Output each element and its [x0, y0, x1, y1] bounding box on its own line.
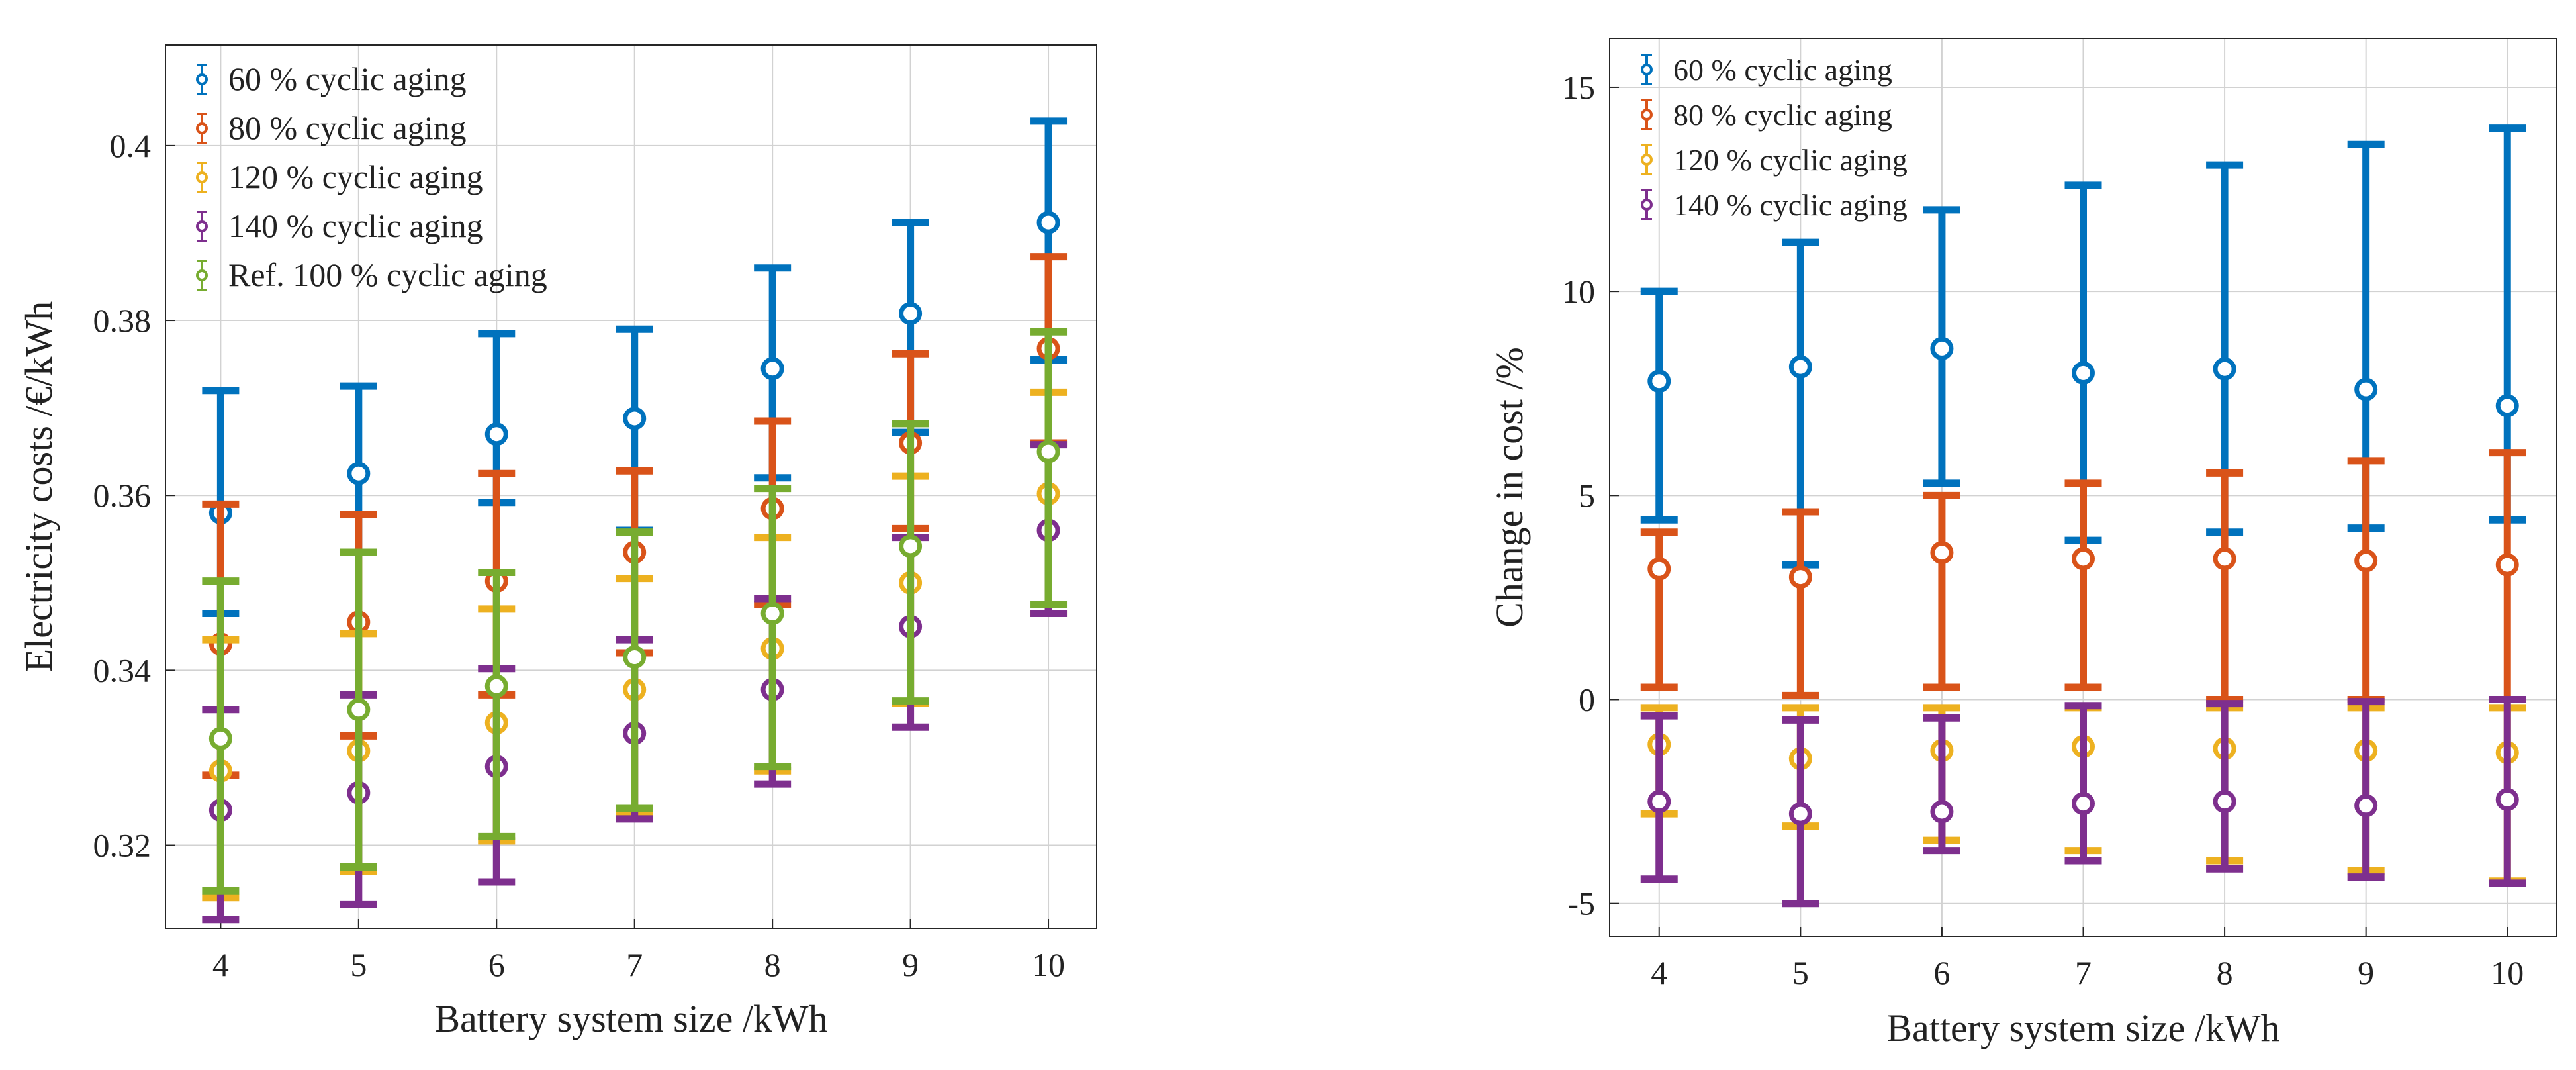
data-point-1-10 [1036, 211, 1060, 234]
data-point-5-10 [1036, 440, 1060, 463]
y-tick-label: 0.4 [110, 127, 152, 164]
data-point-4-9 [2354, 794, 2378, 818]
x-tick-label: 8 [2217, 954, 2233, 991]
x-tick-label: 10 [2491, 954, 2524, 991]
x-tick-label: 7 [2075, 954, 2092, 991]
legend-label: 60 % cyclic aging [228, 60, 467, 97]
y-tick-label: 5 [1579, 477, 1595, 514]
x-tick-label: 4 [212, 946, 229, 983]
legend-entry-4: 140 % cyclic aging [1641, 188, 1908, 222]
data-point-2-10 [2495, 553, 2519, 577]
data-point-2-5 [1788, 565, 1812, 589]
legend-entry-4: 140 % cyclic aging [196, 207, 483, 244]
data-point-1-5 [347, 462, 371, 485]
data-point-1-8 [2213, 357, 2236, 381]
data-point-5-6 [484, 674, 508, 698]
data-point-4-8 [2213, 790, 2236, 814]
legend-marker-icon [1641, 64, 1653, 75]
data-point-1-5 [1788, 355, 1812, 379]
data-point-4-6 [1930, 800, 1954, 824]
series-4 [1640, 696, 2526, 908]
x-tick-label: 10 [1032, 946, 1065, 983]
x-tick-label: 5 [1792, 954, 1809, 991]
data-point-5-9 [899, 534, 923, 558]
legend-label: 140 % cyclic aging [228, 207, 483, 244]
legend-marker-icon [196, 171, 208, 183]
chart-1: 4 5 6 7 8 9 10 0.32 0.34 0.36 0.38 0.4 Battery syste… [17, 44, 1097, 1040]
data-point-2-9 [2354, 549, 2378, 573]
x-tick-label: 6 [488, 946, 505, 983]
data-point-2-4 [1647, 557, 1671, 581]
series-2 [1640, 449, 2526, 704]
data-point-5-7 [623, 646, 647, 669]
y-tick-label: 0.38 [93, 302, 152, 339]
legend-entry-3: 120 % cyclic aging [1641, 143, 1908, 177]
data-point-1-6 [484, 422, 508, 446]
y-tick-label: 0.32 [93, 827, 152, 864]
x-axis-label: Battery system size /kWh [434, 997, 827, 1040]
data-point-5-5 [347, 698, 371, 722]
x-axis-label: Battery system size /kWh [1886, 1006, 2279, 1049]
legend-label: 80 % cyclic aging [228, 109, 467, 146]
y-tick-label: -5 [1567, 885, 1595, 922]
legend-marker-icon [196, 73, 208, 85]
data-point-1-9 [899, 301, 923, 325]
data-point-5-4 [208, 726, 232, 750]
x-tick-label: 9 [902, 946, 919, 983]
data-point-2-6 [1930, 541, 1954, 565]
chart-2: 4 5 6 7 8 9 10 -5 0 5 10 15 Battery system size /kWh… [1488, 38, 2557, 1049]
legend-entry-5: Ref. 100 % cyclic aging [196, 256, 547, 293]
x-tick-label: 5 [350, 946, 367, 983]
data-point-1-7 [623, 407, 647, 430]
data-point-1-7 [2072, 361, 2095, 385]
y-tick-label: 10 [1562, 273, 1595, 310]
data-point-2-7 [2072, 547, 2095, 571]
legend-label: 80 % cyclic aging [1673, 98, 1892, 132]
legend-marker-icon [196, 269, 208, 281]
legend-marker-icon [1641, 109, 1653, 121]
data-point-1-9 [2354, 377, 2378, 401]
legend-label: Ref. 100 % cyclic aging [228, 256, 547, 293]
legend-entry-1: 60 % cyclic aging [1641, 53, 1892, 87]
data-point-1-6 [1930, 336, 1954, 360]
legend-label: 60 % cyclic aging [1673, 53, 1892, 87]
data-point-4-7 [2072, 792, 2095, 816]
legend-marker-icon [196, 220, 208, 232]
legend-entry-1: 60 % cyclic aging [196, 60, 467, 97]
legend-entry-2: 80 % cyclic aging [196, 109, 467, 146]
y-axis-label: Electricity costs /€/kWh [17, 301, 60, 673]
legend-entry-2: 80 % cyclic aging [1641, 98, 1892, 132]
legend-marker-icon [196, 122, 208, 134]
y-tick-label: 0.36 [93, 477, 152, 514]
x-tick-label: 8 [764, 946, 781, 983]
x-tick-label: 9 [2358, 954, 2374, 991]
legend-label: 120 % cyclic aging [228, 158, 483, 195]
data-point-4-5 [1788, 802, 1812, 826]
y-axis-label: Change in cost /% [1488, 347, 1531, 628]
y-tick-label: 0.34 [93, 652, 152, 689]
x-tick-label: 4 [1651, 954, 1667, 991]
data-point-1-4 [1647, 369, 1671, 393]
legend-label: 140 % cyclic aging [1673, 188, 1908, 222]
y-tick-label: 0 [1579, 681, 1595, 718]
data-point-4-10 [2495, 788, 2519, 812]
y-tick-label: 15 [1562, 69, 1595, 106]
legend-entry-3: 120 % cyclic aging [196, 158, 483, 195]
legend-marker-icon [1641, 154, 1653, 166]
data-point-5-8 [760, 602, 784, 626]
series-5 [202, 328, 1068, 895]
data-point-4-4 [1647, 790, 1671, 814]
plot-area-frame [165, 44, 1097, 929]
x-tick-label: 7 [626, 946, 643, 983]
x-tick-label: 6 [1933, 954, 1950, 991]
data-point-2-8 [2213, 547, 2236, 571]
data-point-1-8 [760, 357, 784, 381]
legend-label: 120 % cyclic aging [1673, 143, 1908, 177]
legend-marker-icon [1641, 199, 1653, 211]
data-point-1-10 [2495, 394, 2519, 418]
